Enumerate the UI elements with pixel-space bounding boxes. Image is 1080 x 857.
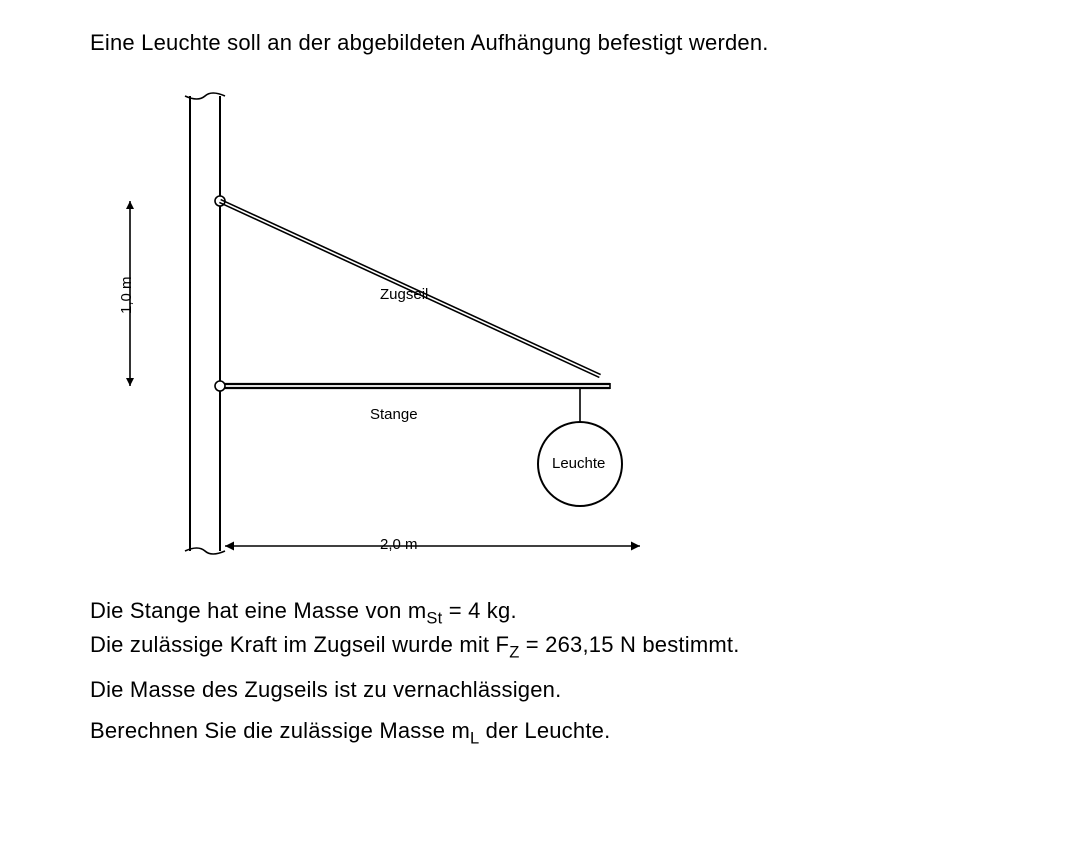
- height-dimension-label: 1,0 m: [118, 276, 135, 314]
- text-fragment: Die zulässige Kraft im Zugseil wurde mit…: [90, 632, 509, 657]
- text-fragment: = 4 kg.: [442, 598, 516, 623]
- rod-label: Stange: [370, 406, 418, 423]
- problem-text: Die Stange hat eine Masse von mSt = 4 kg…: [90, 596, 990, 750]
- subscript: St: [426, 609, 442, 627]
- question-line: Berechnen Sie die zulässige Masse mL der…: [90, 716, 990, 750]
- rope-label: Zugseil: [380, 286, 428, 303]
- text-fragment: Die Stange hat eine Masse von m: [90, 598, 426, 623]
- lamp-label: Leuchte: [552, 455, 605, 472]
- neglect-line: Die Masse des Zugseils ist zu vernachläs…: [90, 675, 990, 706]
- diagram-svg: [90, 76, 790, 576]
- text-fragment: der Leuchte.: [479, 718, 610, 743]
- text-fragment: Berechnen Sie die zulässige Masse m: [90, 718, 470, 743]
- diagram: 1,0 m Zugseil Stange Leuchte 2,0 m: [90, 76, 790, 576]
- subscript: L: [470, 729, 479, 747]
- width-dimension-label: 2,0 m: [380, 536, 418, 553]
- text-fragment: = 263,15 N bestimmt.: [519, 632, 739, 657]
- subscript: Z: [509, 644, 519, 662]
- rod-mass-line: Die Stange hat eine Masse von mSt = 4 kg…: [90, 596, 990, 665]
- intro-text: Eine Leuchte soll an der abgebildeten Au…: [90, 30, 990, 56]
